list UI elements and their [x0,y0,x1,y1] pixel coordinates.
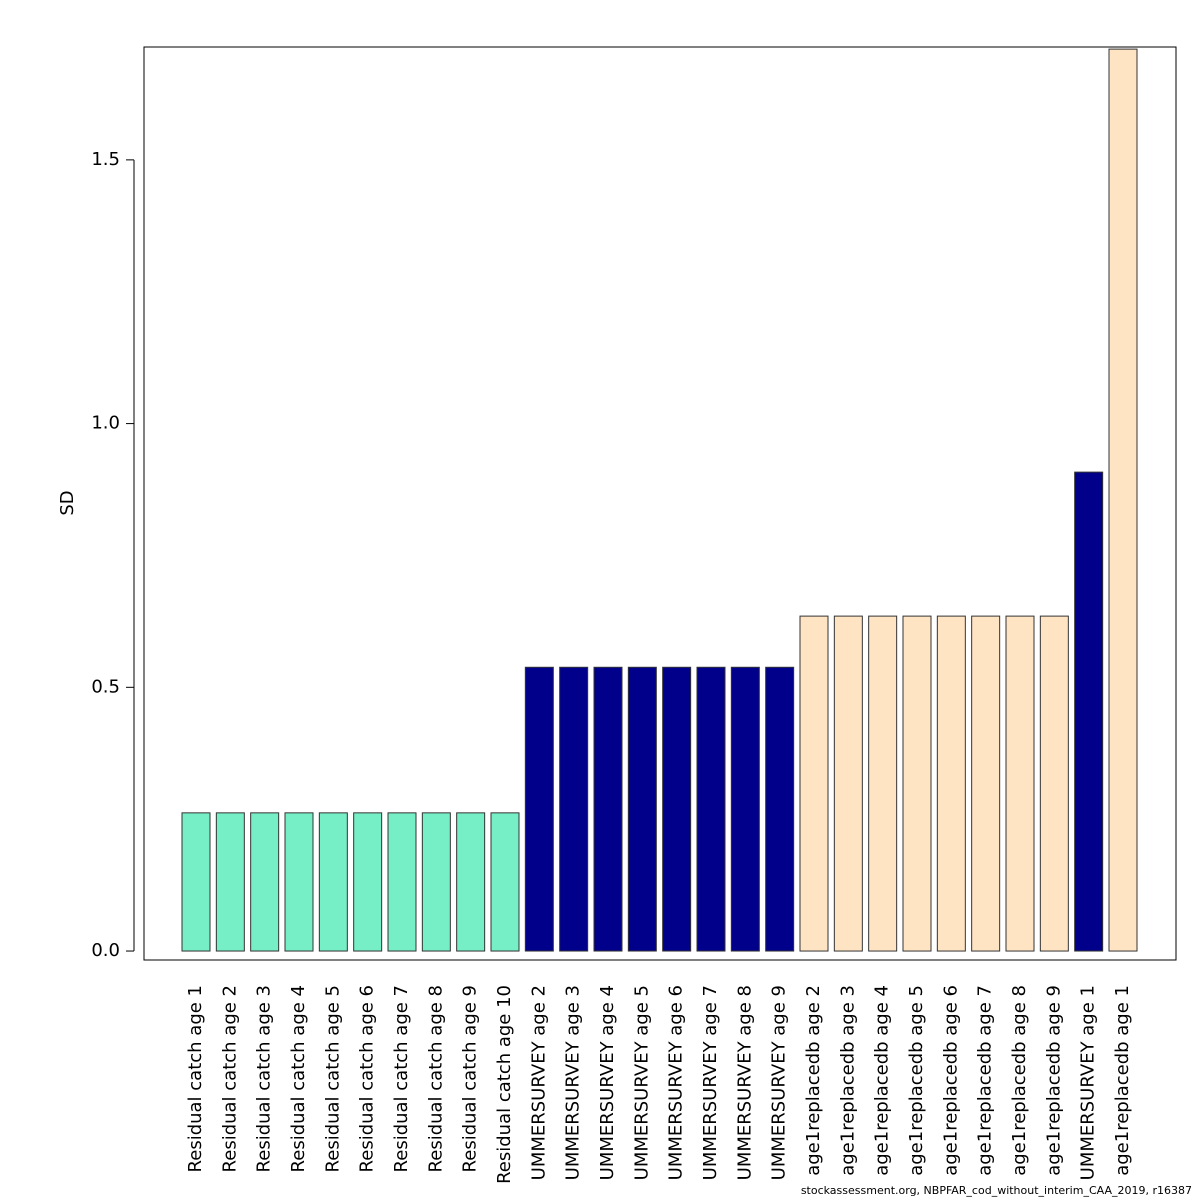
x-tick-label: UMMERSURVEY age 9 [769,985,790,1180]
x-tick-label: age1replacedb age 9 [1043,985,1064,1176]
x-tick-label: Residual catch age 5 [322,985,343,1172]
footer: stockassessment.org, NBPFAR_cod_without_… [801,1184,1192,1197]
bar [1074,471,1104,952]
bar [902,615,932,952]
y-axis-label: SD [57,490,78,515]
x-tick-label: UMMERSURVEY age 3 [563,985,584,1180]
x-tick-label: Residual catch age 8 [425,985,446,1172]
plot-frame [143,46,1177,961]
x-tick-label: age1replacedb age 2 [803,985,824,1176]
y-tick-label: 0.0 [91,940,120,961]
x-tick-label: age1replacedb age 7 [975,985,996,1176]
x-tick-label: UMMERSURVEY age 1 [1078,985,1099,1180]
x-tick-label: Residual catch age 7 [391,985,412,1172]
bar [1039,615,1069,952]
x-tick-label: Residual catch age 1 [185,985,206,1172]
x-tick-label: UMMERSURVEY age 6 [666,985,687,1180]
y-tick-label: 1.0 [91,413,120,434]
y-tick-label: 1.5 [91,149,120,170]
bar [936,615,966,952]
bar [765,666,795,952]
x-tick-label: age1replacedb age 6 [940,985,961,1176]
bar [181,812,211,952]
x-tick-label: age1replacedb age 4 [872,985,893,1176]
x-tick-label: UMMERSURVEY age 7 [700,985,721,1180]
bar [524,666,554,952]
x-tick-label: Residual catch age 2 [219,985,240,1172]
bars [181,48,1138,952]
x-tick-label: Residual catch age 6 [357,985,378,1172]
y-tick-label: 0.5 [91,676,120,697]
bar [696,666,726,952]
bar [387,812,417,952]
bar [833,615,863,952]
bar [593,666,623,952]
bar [284,812,314,952]
bar [868,615,898,952]
bar [799,615,829,952]
bar [353,812,383,952]
bar [318,812,348,952]
bar [1005,615,1035,952]
bar [421,812,451,952]
bar [730,666,760,952]
bar [490,812,520,952]
x-tick-label: UMMERSURVEY age 4 [597,985,618,1180]
bar [215,812,245,952]
x-tick-label: UMMERSURVEY age 8 [734,985,755,1180]
x-tick-label: Residual catch age 9 [460,985,481,1172]
bar [250,812,280,952]
x-tick-label: age1replacedb age 3 [837,985,858,1176]
bar [971,615,1001,952]
bar [559,666,589,952]
x-tick-label: UMMERSURVEY age 2 [528,985,549,1180]
x-tick-label: Residual catch age 3 [254,985,275,1172]
x-tick-label: UMMERSURVEY age 5 [631,985,652,1180]
x-tick-label: Residual catch age 10 [494,985,515,1184]
x-tick-label: age1replacedb age 8 [1009,985,1030,1176]
x-tick-label: age1replacedb age 1 [1112,985,1133,1176]
x-tick-label: Residual catch age 4 [288,985,309,1172]
bar [662,666,692,952]
bar [627,666,657,952]
bar [456,812,486,952]
bar [1108,48,1138,952]
x-tick-label: age1replacedb age 5 [906,985,927,1176]
